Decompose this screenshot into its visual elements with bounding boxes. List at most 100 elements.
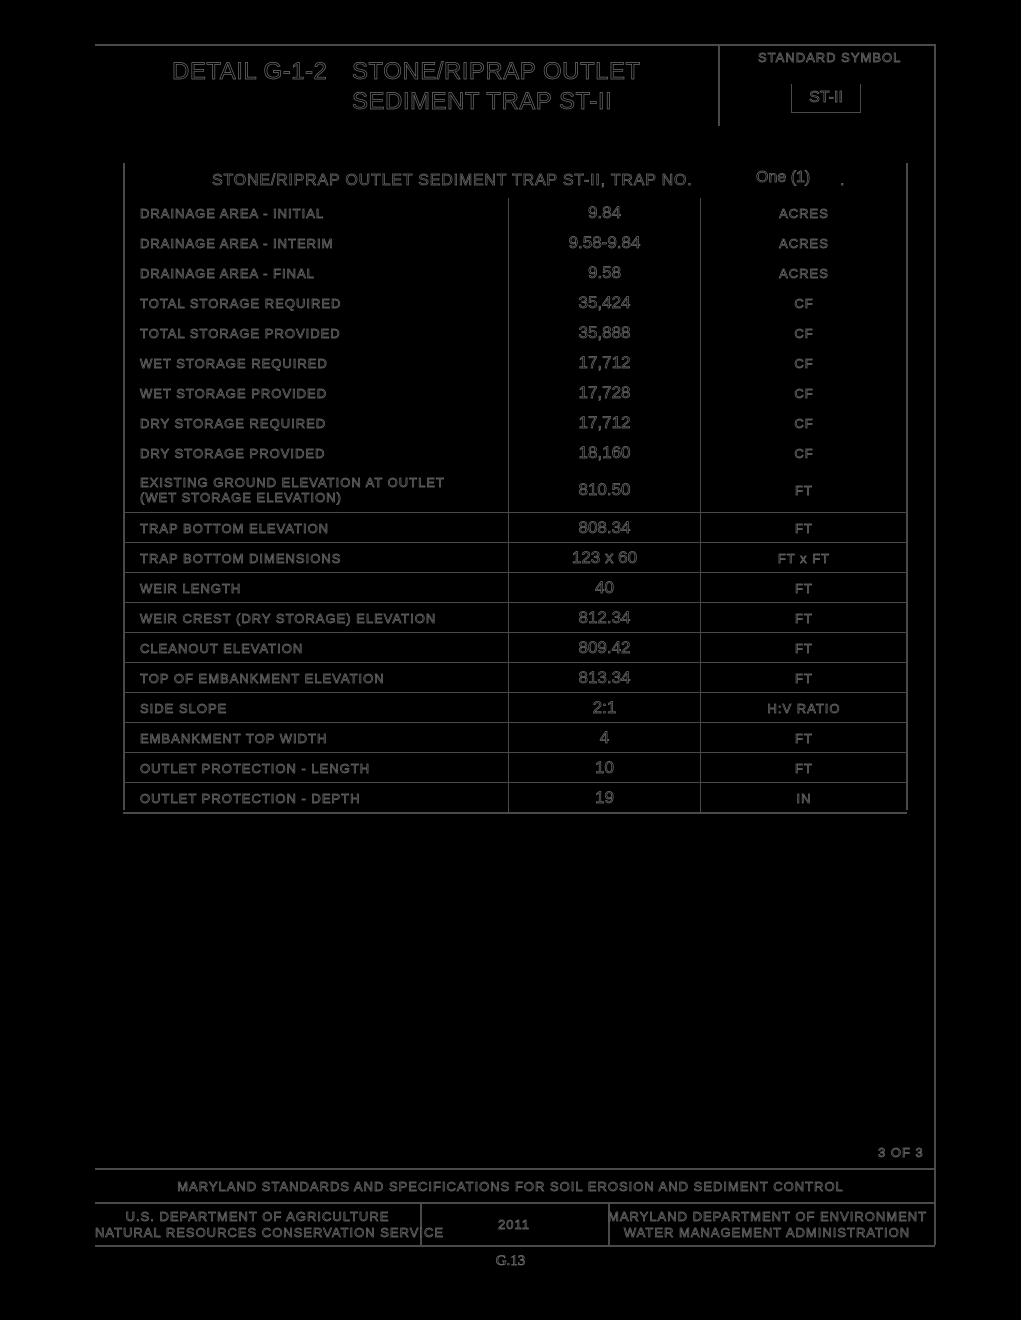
unit-cell: CF — [701, 288, 907, 318]
unit-cell: CF — [701, 348, 907, 378]
table-row: DRAINAGE AREA - INTERIM 9.58-9.84 ACRES — [123, 228, 907, 258]
row-value: 17,712 — [578, 353, 631, 373]
row-value: 9.58-9.84 — [568, 233, 641, 253]
row-label: EMBANKMENT TOP WIDTH — [140, 730, 328, 746]
footer-divider-2 — [608, 1202, 610, 1245]
table-row: TOTAL STORAGE PROVIDED 35,888 CF — [123, 318, 907, 348]
value-cell: 9.58 — [509, 258, 701, 288]
label-cell: TOTAL STORAGE PROVIDED — [123, 318, 509, 348]
unit-cell: ACRES — [701, 228, 907, 258]
label-cell: EMBANKMENT TOP WIDTH — [123, 723, 509, 753]
footer-line-mid — [95, 1202, 935, 1204]
footer-line-top — [95, 1168, 935, 1170]
year: 2011 — [498, 1217, 530, 1233]
title-line1: STONE/RIPRAP OUTLET — [352, 58, 641, 86]
standards-title: MARYLAND STANDARDS AND SPECIFICATIONS FO… — [177, 1179, 844, 1195]
table-row: DRAINAGE AREA - INITIAL 9.84 ACRES — [123, 198, 907, 228]
row-value: 4 — [599, 728, 610, 748]
frame-top — [95, 44, 935, 46]
usda-line2: NATURAL RESOURCES CONSERVATION SERVICE — [95, 1225, 445, 1241]
row-label: TRAP BOTTOM ELEVATION — [140, 520, 330, 536]
table-row: DRY STORAGE REQUIRED 17,712 CF — [123, 408, 907, 438]
label-cell: SIDE SLOPE — [123, 693, 509, 723]
row-unit: FT — [795, 610, 813, 626]
unit-cell: FT — [701, 513, 907, 543]
detail-label: DETAIL G-1-2 — [172, 58, 328, 86]
table-row: WEIR CREST (DRY STORAGE) ELEVATION 812.34… — [123, 602, 907, 633]
value-cell: 813.34 — [509, 663, 701, 693]
value-cell: 4 — [509, 723, 701, 753]
footer-line-bottom — [95, 1245, 935, 1247]
value-cell: 35,888 — [509, 318, 701, 348]
label-cell: WET STORAGE REQUIRED — [123, 348, 509, 378]
unit-cell: ACRES — [701, 198, 907, 228]
value-cell: 2:1 — [509, 693, 701, 723]
row-label: DRAINAGE AREA - FINAL — [140, 265, 315, 281]
row-unit: FT — [795, 482, 813, 498]
unit-cell: FT x FT — [701, 543, 907, 573]
title-divider — [718, 44, 720, 126]
row-label: OUTLET PROTECTION - DEPTH — [140, 790, 361, 806]
value-cell: 9.84 — [509, 198, 701, 228]
table-row: OUTLET PROTECTION - LENGTH 10 FT — [123, 752, 907, 783]
label-cell: OUTLET PROTECTION - DEPTH — [123, 783, 509, 813]
row-value: 9.84 — [587, 203, 622, 223]
label-cell: WEIR CREST (DRY STORAGE) ELEVATION — [123, 603, 509, 633]
unit-cell: FT — [701, 753, 907, 783]
row-value: 35,424 — [578, 293, 631, 313]
row-unit: FT — [795, 520, 813, 536]
row-value: 812.34 — [578, 608, 631, 628]
value-cell: 19 — [509, 783, 701, 813]
table-row: TOTAL STORAGE REQUIRED 35,424 CF — [123, 288, 907, 318]
row-label: TOP OF EMBANKMENT ELEVATION — [140, 670, 385, 686]
footer-divider-1 — [420, 1202, 422, 1245]
row-value: 810.50 — [578, 480, 631, 500]
value-cell: 18,160 — [509, 438, 701, 468]
table-row: EMBANKMENT TOP WIDTH 4 FT — [123, 722, 907, 753]
row-unit: ACRES — [779, 235, 829, 251]
row-unit: CF — [794, 445, 814, 461]
table-row: TRAP BOTTOM DIMENSIONS 123 x 60 FT x FT — [123, 542, 907, 573]
page-number: G.13 — [495, 1253, 526, 1270]
value-cell: 812.34 — [509, 603, 701, 633]
row-value: 19 — [595, 788, 615, 808]
unit-cell: FT — [701, 603, 907, 633]
row-unit: FT — [795, 670, 813, 686]
table-row: WET STORAGE REQUIRED 17,712 CF — [123, 348, 907, 378]
unit-cell: CF — [701, 318, 907, 348]
unit-cell: FT — [701, 573, 907, 603]
table-row: EXISTING GROUND ELEVATION AT OUTLET (WET … — [123, 468, 907, 512]
usda-line1: U.S. DEPARTMENT OF AGRICULTURE — [125, 1209, 390, 1225]
table-header: STONE/RIPRAP OUTLET SEDIMENT TRAP ST-II,… — [212, 172, 693, 190]
table-row: DRAINAGE AREA - FINAL 9.58 ACRES — [123, 258, 907, 288]
label-cell: WEIR LENGTH — [123, 573, 509, 603]
row-label: DRAINAGE AREA - INITIAL — [140, 205, 325, 221]
row-unit: CF — [794, 415, 814, 431]
row-value: 17,728 — [578, 383, 631, 403]
standard-symbol-label: STANDARD SYMBOL — [758, 50, 902, 66]
table-row: SIDE SLOPE 2:1 H:V RATIO — [123, 692, 907, 723]
row-unit: CF — [794, 325, 814, 341]
label-cell: DRAINAGE AREA - INITIAL — [123, 198, 509, 228]
row-unit: IN — [796, 790, 812, 806]
table-row: WEIR LENGTH 40 FT — [123, 572, 907, 603]
row-label: WET STORAGE REQUIRED — [140, 355, 328, 371]
row-value: 40 — [595, 578, 615, 598]
label-cell: CLEANOUT ELEVATION — [123, 633, 509, 663]
value-cell: 17,728 — [509, 378, 701, 408]
row-value: 2:1 — [592, 698, 617, 718]
value-cell: 35,424 — [509, 288, 701, 318]
unit-cell: FT — [701, 633, 907, 663]
standard-symbol-box: ST-II — [791, 84, 861, 113]
row-unit: CF — [794, 355, 814, 371]
row-unit: FT — [795, 730, 813, 746]
row-label-2: (WET STORAGE ELEVATION) — [140, 490, 342, 506]
row-value: 35,888 — [578, 323, 631, 343]
table-row: WET STORAGE PROVIDED 17,728 CF — [123, 378, 907, 408]
row-label: WEIR LENGTH — [140, 580, 242, 596]
title-line2: SEDIMENT TRAP ST-II — [352, 88, 613, 116]
label-cell: DRY STORAGE PROVIDED — [123, 438, 509, 468]
row-value: 123 x 60 — [571, 548, 638, 568]
unit-cell: FT — [701, 723, 907, 753]
label-cell: DRAINAGE AREA - FINAL — [123, 258, 509, 288]
